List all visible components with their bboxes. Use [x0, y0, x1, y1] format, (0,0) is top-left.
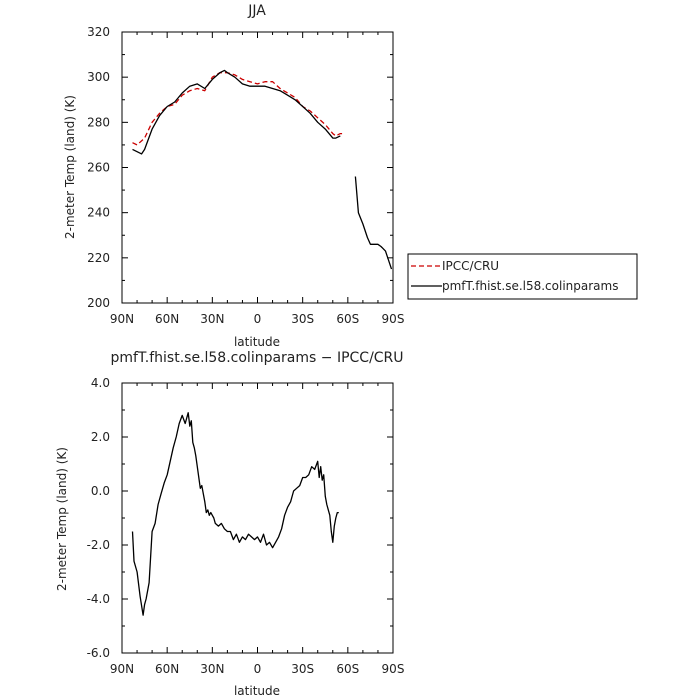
- top-y-tick-label: 200: [87, 296, 110, 310]
- top-y-tick-label: 240: [87, 206, 110, 220]
- top-y-axis-label: 2-meter Temp (land) (K): [63, 95, 77, 239]
- panel-difference: pmfT.fhist.se.l58.colinparams − IPCC/CRU…: [55, 350, 404, 698]
- bottom-series-line-0: [131, 412, 339, 616]
- top-series-line-1-segment-1: [354, 176, 393, 270]
- bottom-chart-title: pmfT.fhist.se.l58.colinparams − IPCC/CRU: [110, 350, 403, 366]
- top-x-tick-label: 90S: [382, 312, 405, 326]
- top-x-tick-label: 90N: [110, 312, 134, 326]
- bottom-x-tick-label: 90N: [110, 662, 134, 676]
- top-x-tick-label: 60S: [336, 312, 359, 326]
- bottom-y-tick-label: -6.0: [87, 646, 110, 660]
- top-chart-title: JJA: [247, 3, 266, 19]
- bottom-y-tick-label: 0.0: [91, 484, 110, 498]
- top-x-tick-label: 30S: [291, 312, 314, 326]
- top-series-line-1-segment-0: [132, 69, 341, 155]
- bottom-x-tick-label: 0: [254, 662, 262, 676]
- bottom-y-axis-label: 2-meter Temp (land) (K): [55, 447, 69, 591]
- bottom-plot-frame: [121, 382, 394, 654]
- bottom-y-tick-label: -2.0: [87, 538, 110, 552]
- bottom-y-tick-label: -4.0: [87, 592, 110, 606]
- top-y-tick-label: 320: [87, 25, 110, 39]
- top-x-tick-label: 30N: [200, 312, 224, 326]
- top-x-tick-label: 60N: [155, 312, 179, 326]
- legend: IPCC/CRU pmfT.fhist.se.l58.colinparams: [407, 253, 638, 300]
- legend-box: [407, 253, 638, 300]
- legend-label-ipcc-cru: IPCC/CRU: [442, 259, 499, 273]
- top-y-tick-label: 220: [87, 251, 110, 265]
- bottom-y-tick-label: 2.0: [91, 430, 110, 444]
- bottom-x-tick-label: 60N: [155, 662, 179, 676]
- bottom-x-tick-label: 30S: [291, 662, 314, 676]
- top-y-tick-label: 260: [87, 161, 110, 175]
- bottom-x-tick-label: 90S: [382, 662, 405, 676]
- bottom-x-tick-label: 60S: [336, 662, 359, 676]
- top-x-tick-label: 0: [254, 312, 262, 326]
- legend-label-model: pmfT.fhist.se.l58.colinparams: [442, 279, 618, 293]
- bottom-series-lines: [131, 412, 339, 616]
- panel-temperature: JJA 2-meter Temp (land) (K) latitude 320…: [63, 3, 638, 349]
- top-y-tick-label: 300: [87, 70, 110, 84]
- bottom-x-tick-label: 30N: [200, 662, 224, 676]
- top-plot-frame: [121, 31, 394, 304]
- bottom-x-axis-label: latitude: [234, 684, 280, 698]
- top-y-tick-label: 280: [87, 115, 110, 129]
- top-x-axis-label: latitude: [234, 335, 280, 349]
- top-series-lines: [132, 69, 393, 270]
- bottom-y-tick-label: 4.0: [91, 376, 110, 390]
- top-series-line-0: [132, 72, 344, 146]
